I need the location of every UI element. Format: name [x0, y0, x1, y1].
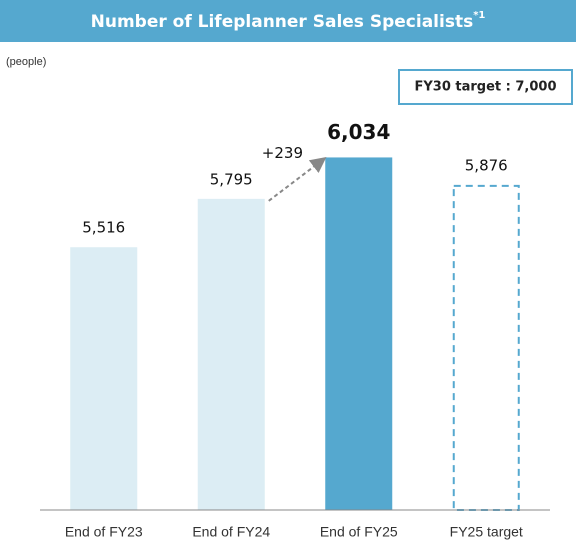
target-box: [398, 69, 573, 105]
target-box-text: FY30 target : 7,000: [414, 80, 556, 95]
x-tick-label: End of FY23: [65, 524, 143, 540]
value-label: 5,516: [82, 219, 125, 237]
chart-title: Number of Lifeplanner Sales Specialists*…: [91, 10, 486, 32]
value-label: 5,876: [465, 156, 508, 174]
change-label: +239: [262, 144, 303, 162]
change-arrow: [268, 157, 327, 202]
value-label: 5,795: [210, 170, 253, 188]
unit-label: (people): [6, 56, 46, 68]
value-label: 6,034: [327, 120, 390, 144]
bar: [70, 247, 138, 510]
x-tick-label: End of FY24: [192, 524, 270, 540]
bar: [197, 198, 265, 510]
title-text: Number of Lifeplanner Sales Specialists: [91, 12, 474, 32]
x-tick-label: End of FY25: [320, 524, 398, 540]
title-bar: [0, 0, 576, 42]
bar: [325, 157, 393, 510]
title-note: *1: [473, 10, 485, 21]
x-tick-label: FY25 target: [450, 524, 523, 540]
bar: [452, 184, 520, 511]
